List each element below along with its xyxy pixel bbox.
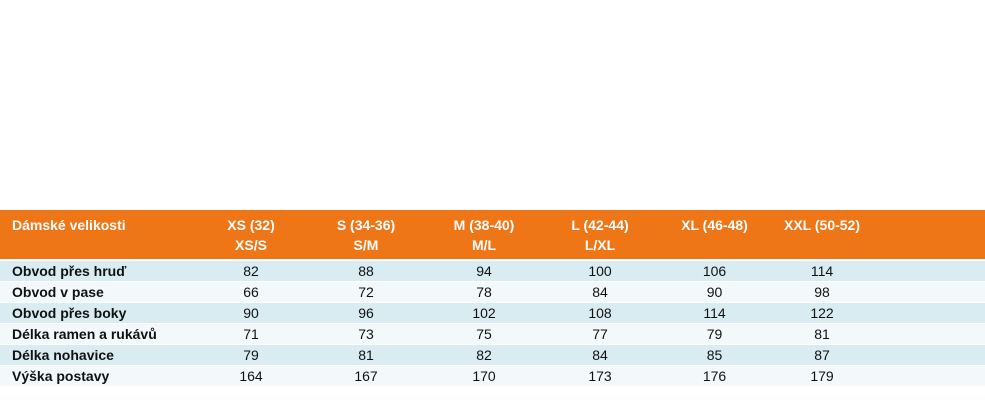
table-cell: 179 — [772, 365, 872, 387]
header-size-line1: XXL (50-52) — [784, 217, 860, 233]
table-cell: 81 — [307, 344, 425, 366]
row-label: Obvod přes boky — [0, 302, 195, 324]
table-cell: 81 — [772, 323, 872, 345]
header-size-l: L (42-44) L/XL — [543, 210, 657, 261]
table-cell-filler — [872, 281, 985, 303]
table-cell: 88 — [307, 260, 425, 282]
table-cell: 176 — [657, 365, 772, 387]
table-cell: 82 — [195, 260, 307, 282]
header-size-line1: L (42-44) — [571, 217, 629, 233]
header-size-xl: XL (46-48) — [657, 210, 772, 261]
table-cell: 66 — [195, 281, 307, 303]
table-cell: 122 — [772, 302, 872, 324]
table-cell: 87 — [772, 344, 872, 366]
header-size-xs: XS (32) XS/S — [195, 210, 307, 261]
table-cell: 73 — [307, 323, 425, 345]
header-size-s: S (34-36) S/M — [307, 210, 425, 261]
table-cell: 114 — [657, 302, 772, 324]
table-cell: 90 — [657, 281, 772, 303]
header-size-line2: XS/S — [235, 237, 267, 253]
table-cell: 106 — [657, 260, 772, 282]
table-row: Obvod přes hruď 82 88 94 100 106 114 — [0, 260, 985, 282]
table-cell: 94 — [425, 260, 543, 282]
table-cell: 82 — [425, 344, 543, 366]
header-size-line2: S/M — [353, 237, 379, 253]
table-row: Délka ramen a rukávů 71 73 75 77 79 81 — [0, 323, 985, 345]
table-cell: 102 — [425, 302, 543, 324]
table-row: Obvod přes boky 90 96 102 108 114 122 — [0, 302, 985, 324]
row-label: Délka nohavice — [0, 344, 195, 366]
table-cell-filler — [872, 260, 985, 282]
table-cell: 108 — [543, 302, 657, 324]
table-cell: 79 — [195, 344, 307, 366]
header-size-xxl: XXL (50-52) — [772, 210, 872, 261]
header-filler — [872, 210, 985, 261]
table-row: Délka nohavice 79 81 82 84 85 87 — [0, 344, 985, 366]
table-cell: 78 — [425, 281, 543, 303]
table-cell: 84 — [543, 344, 657, 366]
table-cell: 98 — [772, 281, 872, 303]
table-cell-filler — [872, 302, 985, 324]
row-label: Obvod přes hruď — [0, 260, 195, 282]
table-cell: 100 — [543, 260, 657, 282]
table-row: Obvod v pase 66 72 78 84 90 98 — [0, 281, 985, 303]
table-cell: 85 — [657, 344, 772, 366]
table-row: Výška postavy 164 167 170 173 176 179 — [0, 365, 985, 387]
header-size-line1: S (34-36) — [336, 217, 396, 233]
table-cell-filler — [872, 365, 985, 387]
row-label: Obvod v pase — [0, 281, 195, 303]
table-cell: 72 — [307, 281, 425, 303]
table-cell-filler — [872, 323, 985, 345]
header-size-line1: XL (46-48) — [681, 217, 748, 233]
header-size-line1: XS (32) — [227, 217, 275, 233]
table-cell: 77 — [543, 323, 657, 345]
table-cell: 75 — [425, 323, 543, 345]
header-label: Dámské velikosti — [0, 210, 195, 261]
header-size-m: M (38-40) M/L — [425, 210, 543, 261]
table-cell: 114 — [772, 260, 872, 282]
header-size-line2: M/L — [471, 237, 497, 253]
table-cell-filler — [872, 344, 985, 366]
header-size-line1: M (38-40) — [453, 217, 515, 233]
table-cell: 71 — [195, 323, 307, 345]
table-cell: 170 — [425, 365, 543, 387]
table-cell: 96 — [307, 302, 425, 324]
header-row: Dámské velikosti XS (32) XS/S S (34-36) … — [0, 210, 985, 261]
table-cell: 167 — [307, 365, 425, 387]
table-cell: 79 — [657, 323, 772, 345]
row-label: Výška postavy — [0, 365, 195, 387]
table-cell: 84 — [543, 281, 657, 303]
row-label: Délka ramen a rukávů — [0, 323, 195, 345]
size-chart-table: Dámské velikosti XS (32) XS/S S (34-36) … — [0, 210, 985, 387]
table-cell: 90 — [195, 302, 307, 324]
table-cell: 164 — [195, 365, 307, 387]
table-cell: 173 — [543, 365, 657, 387]
header-size-line2: L/XL — [584, 237, 616, 253]
